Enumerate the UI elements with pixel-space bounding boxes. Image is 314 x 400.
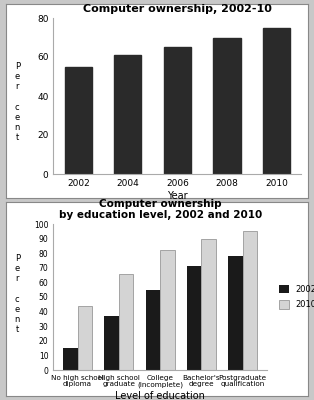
X-axis label: Level of education: Level of education [115,391,205,400]
Bar [63,348,78,370]
Bar [243,231,257,370]
Bar [104,316,119,370]
Bar [202,238,216,370]
Title: Computer ownership
by education level, 2002 and 2010: Computer ownership by education level, 2… [58,199,262,220]
Bar [263,28,290,174]
Text: P
e
r
 
c
e
n
t: P e r c e n t [14,254,20,334]
Bar [164,47,191,174]
Bar [228,256,243,370]
Bar [114,55,142,174]
Text: P
e
r
 
c
e
n
t: P e r c e n t [14,62,20,142]
Legend: 2002, 2010: 2002, 2010 [275,281,314,313]
Bar [78,306,92,370]
Bar [65,67,92,174]
Bar [160,250,175,370]
Title: Computer ownership, 2002-10: Computer ownership, 2002-10 [83,4,272,14]
Bar [187,266,202,370]
X-axis label: Year: Year [167,191,188,201]
Bar [213,38,241,174]
Bar [146,290,160,370]
Bar [119,274,133,370]
